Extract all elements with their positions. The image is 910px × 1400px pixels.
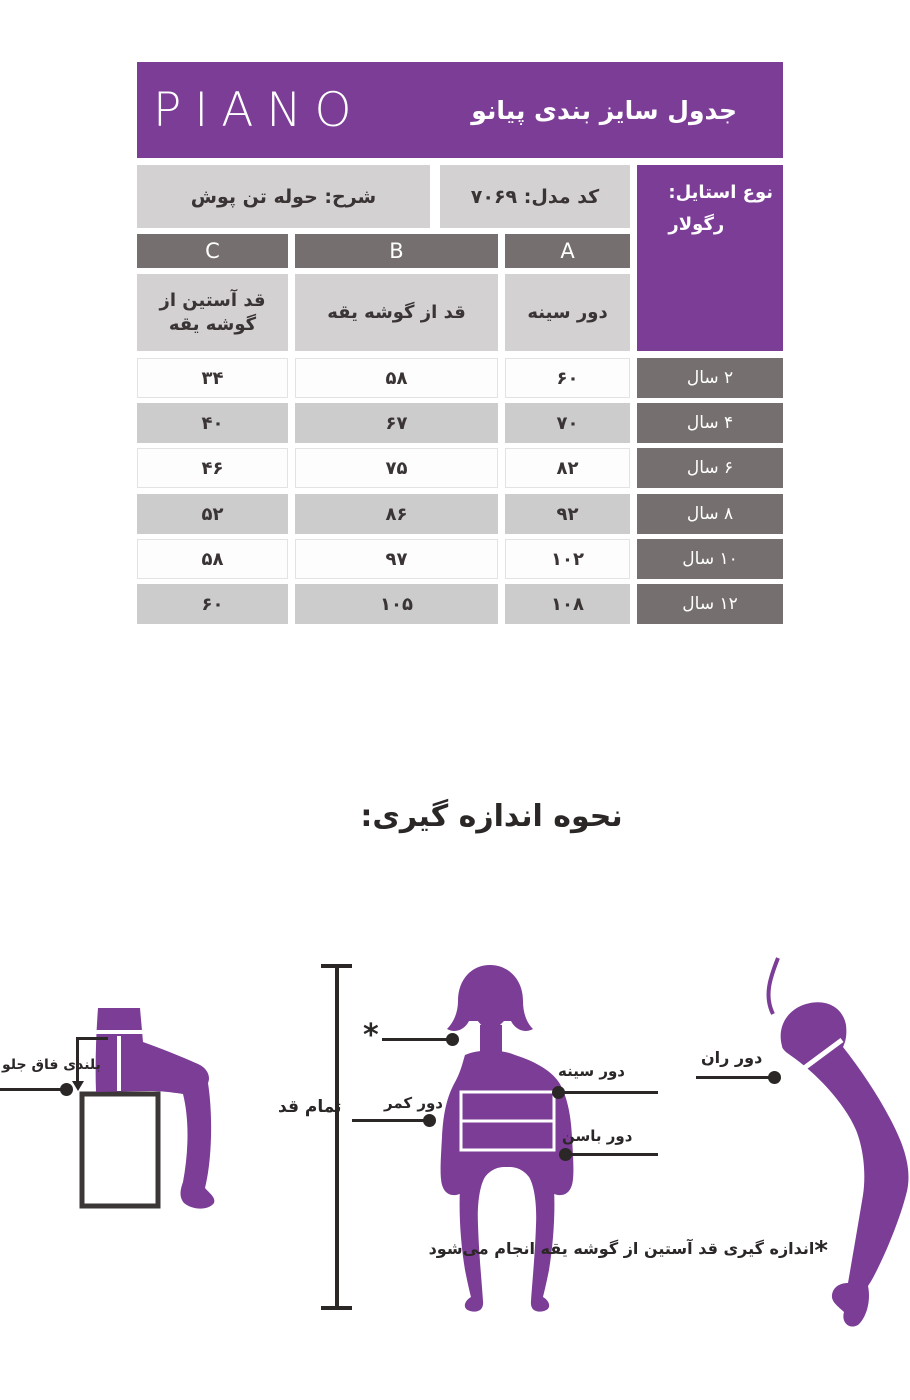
column-header-chest: دور سینه bbox=[505, 274, 630, 351]
table-cell: ۱۰۸ bbox=[505, 584, 630, 624]
waistband-mark bbox=[92, 1030, 144, 1034]
leg-silhouette bbox=[780, 1002, 909, 1327]
full-height-top-cap bbox=[321, 964, 352, 968]
page-title: جدول سایز بندی پیانو bbox=[471, 95, 737, 125]
brand-header: PIANO جدول سایز بندی پیانو bbox=[137, 62, 783, 158]
age-row-header: ۱۰ سال bbox=[637, 539, 783, 579]
child-figure-illustration bbox=[440, 965, 574, 1312]
measuring-section-title: نحوه اندازه گیری: bbox=[360, 799, 623, 834]
seated-silhouette bbox=[95, 1008, 215, 1209]
hip-label: دور باسن bbox=[562, 1127, 633, 1145]
model-code-cell: کد مدل: ۷۰۶۹ bbox=[440, 165, 630, 228]
table-cell: ۹۲ bbox=[505, 494, 630, 534]
shoulder-pointer-line bbox=[382, 1038, 450, 1041]
shoulder-pointer-dot bbox=[446, 1033, 459, 1046]
front-rise-pointer-dot bbox=[60, 1083, 73, 1096]
sleeve-measure-footnote: *اندازه گیری قد آستین از گوشه یقه انجام … bbox=[428, 1238, 828, 1264]
full-height-bottom-cap bbox=[321, 1306, 352, 1310]
footnote-text: اندازه گیری قد آستین از گوشه یقه انجام م… bbox=[428, 1239, 815, 1258]
brand-logo: PIANO bbox=[153, 82, 365, 138]
age-row-header: ۴ سال bbox=[637, 403, 783, 443]
thigh-label: دور ران bbox=[701, 1048, 763, 1067]
footnote-star-mark: * bbox=[814, 1236, 828, 1266]
style-type-cell: نوع استایل: رگولار bbox=[637, 165, 783, 351]
chest-pointer-dot bbox=[552, 1086, 565, 1099]
child-head bbox=[447, 965, 533, 1032]
waist-label: دور کمر bbox=[384, 1094, 443, 1112]
table-cell: ۷۰ bbox=[505, 403, 630, 443]
table-cell: ۶۷ bbox=[295, 403, 498, 443]
table-cell: ۱۰۵ bbox=[295, 584, 498, 624]
child-neck bbox=[480, 1025, 502, 1059]
leg-figure-illustration bbox=[766, 957, 909, 1327]
column-header-length: قد از گوشه یقه bbox=[295, 274, 498, 351]
table-cell: ۳۴ bbox=[137, 358, 288, 398]
table-cell: ۶۰ bbox=[137, 584, 288, 624]
full-height-label: تمام قد bbox=[278, 1097, 342, 1117]
table-cell: ۹۷ bbox=[295, 539, 498, 579]
column-header-sleeve: قد آستین از گوشه یقه bbox=[137, 274, 288, 351]
table-cell: ۶۰ bbox=[505, 358, 630, 398]
hip-pointer-dot bbox=[559, 1148, 572, 1161]
style-type-value: رگولار bbox=[668, 213, 725, 235]
full-height-measure-line bbox=[335, 966, 339, 1310]
description-cell: شرح: حوله تن پوش bbox=[137, 165, 430, 228]
column-letter-c: C bbox=[137, 234, 288, 268]
table-cell: ۴۰ bbox=[137, 403, 288, 443]
table-cell: ۸۶ bbox=[295, 494, 498, 534]
front-rise-top-line bbox=[76, 1037, 108, 1040]
chest-label: دور سینه bbox=[558, 1062, 625, 1080]
age-row-header: ۸ سال bbox=[637, 494, 783, 534]
waist-pointer-line bbox=[352, 1119, 428, 1122]
table-cell: ۵۸ bbox=[137, 539, 288, 579]
age-row-header: ۱۲ سال bbox=[637, 584, 783, 624]
front-rise-seam-mark bbox=[117, 1036, 121, 1091]
hip-string-line bbox=[766, 957, 780, 1015]
seat-box bbox=[79, 1091, 161, 1209]
hip-pointer-line bbox=[565, 1153, 658, 1156]
age-row-header: ۲ سال bbox=[637, 358, 783, 398]
thigh-pointer-dot bbox=[768, 1071, 781, 1084]
age-row-header: ۶ سال bbox=[637, 448, 783, 488]
front-rise-measure-line bbox=[76, 1037, 79, 1083]
thigh-pointer-line bbox=[696, 1076, 772, 1079]
table-cell: ۸۲ bbox=[505, 448, 630, 488]
table-cell: ۵۲ bbox=[137, 494, 288, 534]
table-cell: ۷۵ bbox=[295, 448, 498, 488]
waist-pointer-dot bbox=[423, 1114, 436, 1127]
column-letter-a: A bbox=[505, 234, 630, 268]
seated-figure-illustration bbox=[79, 1008, 215, 1209]
column-letter-b: B bbox=[295, 234, 498, 268]
chest-pointer-line bbox=[558, 1091, 658, 1094]
arrow-down-icon bbox=[72, 1081, 84, 1091]
style-type-label: نوع استایل: bbox=[668, 182, 773, 203]
thigh-band-line bbox=[786, 1037, 844, 1083]
table-cell: ۴۶ bbox=[137, 448, 288, 488]
table-cell: ۱۰۲ bbox=[505, 539, 630, 579]
front-rise-label: بلندی فاق جلو bbox=[2, 1057, 101, 1073]
shoulder-star-mark: * bbox=[363, 1018, 379, 1053]
table-cell: ۵۸ bbox=[295, 358, 498, 398]
front-rise-pointer-line bbox=[0, 1088, 66, 1091]
